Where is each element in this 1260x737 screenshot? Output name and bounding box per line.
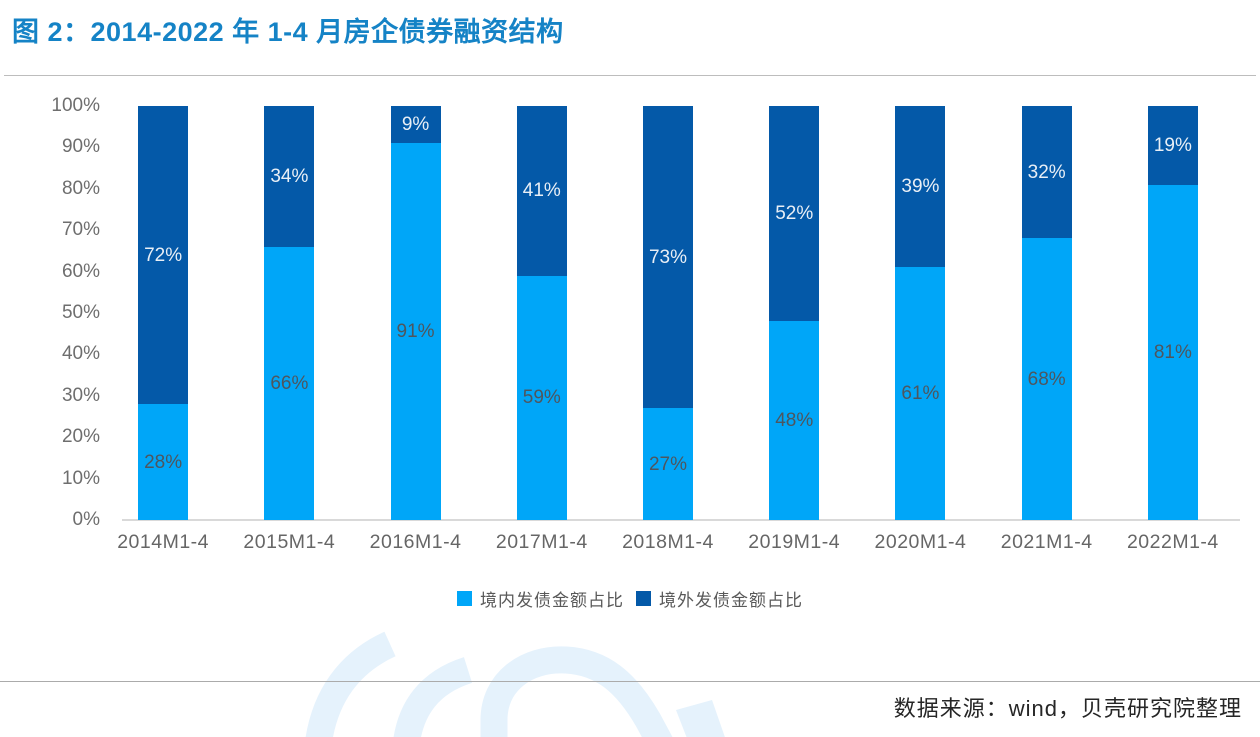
y-tick-label: 50% <box>61 302 100 323</box>
bar-column: 73% 27% <box>605 106 731 520</box>
bar-segment-overseas: 72% <box>138 106 189 405</box>
bar-segment-overseas: 9% <box>390 106 441 144</box>
bar-segment-overseas: 41% <box>516 106 567 276</box>
top-divider-line <box>4 75 1256 76</box>
stacked-bar: 34% 66% <box>264 106 315 520</box>
x-axis-label: 2014M1-4 <box>117 531 210 553</box>
bar-column: 72% 28% <box>100 106 226 520</box>
bar-column: 34% 66% <box>226 106 352 520</box>
bar-value-label: 39% <box>901 176 940 198</box>
bar-value-label: 91% <box>396 321 435 343</box>
bar-value-label: 73% <box>648 246 687 268</box>
bar-segment-overseas: 34% <box>264 106 315 247</box>
bar-value-label: 81% <box>1153 341 1192 363</box>
bar-value-label: 19% <box>1153 134 1192 156</box>
bar-value-label: 52% <box>775 203 814 225</box>
stacked-bar: 52% 48% <box>769 106 820 520</box>
bar-value-label: 66% <box>270 372 309 394</box>
bar-segment-domestic: 48% <box>769 321 820 520</box>
beike-logo-watermark <box>305 631 725 737</box>
x-axis-labels: 2014M1-4 2015M1-4 2016M1-4 2017M1-4 2018M1-4… <box>100 531 1236 554</box>
data-source-note: 数据来源：wind，贝壳研究院整理 <box>893 696 1242 721</box>
bar-value-label: 28% <box>144 451 183 473</box>
bar-column: 52% 48% <box>731 106 857 520</box>
bar-column: 9% 91% <box>352 106 478 520</box>
stacked-bar: 72% 28% <box>138 106 189 520</box>
x-axis-line <box>122 519 1240 521</box>
stacked-bar: 73% 27% <box>642 106 693 520</box>
bar-segment-overseas: 52% <box>769 106 820 322</box>
x-axis-label: 2021M1-4 <box>1000 531 1093 553</box>
bar-segment-domestic: 59% <box>516 275 567 520</box>
chart-plot: 72% 28% 34% 66% 9% 91% 41% 59% 73% 27% 52% 48% 39% 61… <box>100 106 1236 520</box>
bar-segment-overseas: 73% <box>642 106 693 409</box>
bar-segment-overseas: 19% <box>1147 106 1198 185</box>
stacked-bar: 9% 91% <box>390 106 441 520</box>
bar-segment-domestic: 81% <box>1147 184 1198 520</box>
bar-column: 19% 81% <box>1110 106 1236 520</box>
y-tick-label: 60% <box>61 260 100 282</box>
x-axis-label: 2020M1-4 <box>874 531 967 553</box>
bar-value-label: 27% <box>648 453 687 475</box>
bar-segment-domestic: 91% <box>390 143 441 520</box>
bar-segment-domestic: 28% <box>138 404 189 520</box>
chart-legend: 境内发债金额占比 境外发债金额占比 <box>0 586 1260 611</box>
x-axis-label: 2018M1-4 <box>622 531 714 553</box>
x-axis-label: 2015M1-4 <box>243 531 336 553</box>
x-axis-label: 2019M1-4 <box>748 531 841 553</box>
bar-value-label: 41% <box>522 180 561 202</box>
bar-segment-domestic: 68% <box>1021 238 1072 520</box>
y-tick-label: 80% <box>61 177 100 199</box>
bar-segment-domestic: 66% <box>264 246 315 520</box>
y-tick-label: 20% <box>61 426 100 448</box>
stacked-bar: 41% 59% <box>516 106 567 520</box>
y-tick-label: 0% <box>72 509 100 530</box>
y-tick-label: 10% <box>61 467 100 489</box>
stacked-bar: 32% 68% <box>1021 106 1072 520</box>
bar-value-label: 61% <box>901 383 940 405</box>
legend-swatch-icon <box>636 591 651 606</box>
bottom-divider-line <box>0 681 1260 682</box>
bar-value-label: 68% <box>1027 368 1066 390</box>
bar-value-label: 59% <box>522 387 561 409</box>
legend-label: 境外发债金额占比 <box>659 591 803 610</box>
legend-label: 境内发债金额占比 <box>480 591 624 610</box>
bar-value-label: 32% <box>1027 161 1066 183</box>
bar-value-label: 72% <box>144 244 183 266</box>
y-tick-label: 90% <box>61 136 100 158</box>
x-axis-label: 2016M1-4 <box>369 531 462 553</box>
x-axis-label: 2017M1-4 <box>495 531 588 553</box>
bar-value-label: 9% <box>401 114 430 136</box>
bar-value-label: 48% <box>775 410 814 432</box>
y-tick-label: 40% <box>61 343 100 365</box>
bar-value-label: 34% <box>270 165 309 187</box>
bar-segment-domestic: 61% <box>895 267 946 520</box>
bar-segment-domestic: 27% <box>642 408 693 520</box>
chart-title: 图 2：2014-2022 年 1-4 月房企债券融资结构 <box>12 17 564 47</box>
bar-segment-overseas: 32% <box>1021 106 1072 239</box>
bar-segment-overseas: 39% <box>895 106 946 268</box>
bar-column: 39% 61% <box>857 106 983 520</box>
y-tick-label: 100% <box>51 95 100 116</box>
stacked-bar: 39% 61% <box>895 106 946 520</box>
legend-item-overseas: 境外发债金额占比 <box>636 586 803 611</box>
y-tick-label: 30% <box>61 384 100 406</box>
bar-column: 41% 59% <box>479 106 605 520</box>
x-axis-label: 2022M1-4 <box>1126 531 1219 553</box>
stacked-bar: 19% 81% <box>1147 106 1198 520</box>
legend-item-domestic: 境内发债金额占比 <box>457 586 624 611</box>
y-tick-label: 70% <box>61 219 100 241</box>
legend-swatch-icon <box>457 591 472 606</box>
bar-column: 32% 68% <box>984 106 1110 520</box>
